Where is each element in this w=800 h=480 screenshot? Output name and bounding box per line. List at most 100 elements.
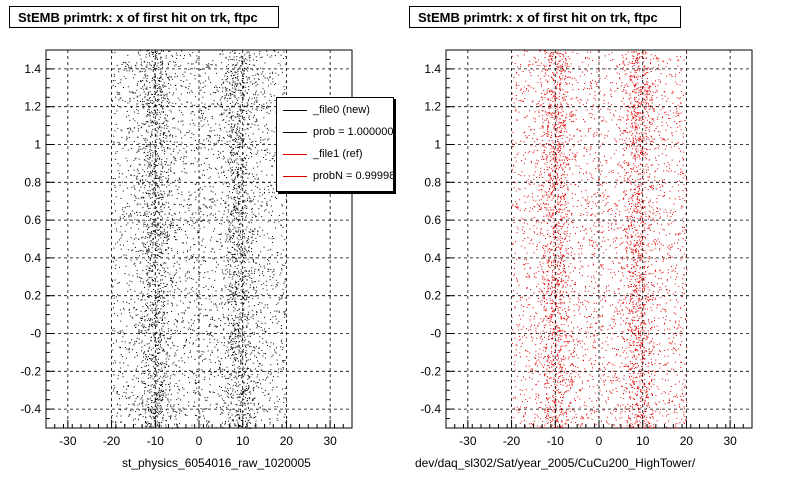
- data-point: [183, 311, 185, 313]
- data-point: [254, 417, 255, 418]
- data-point: [246, 127, 248, 129]
- data-point: [152, 222, 154, 223]
- data-point: [256, 100, 258, 102]
- data-point: [112, 281, 113, 282]
- data-point: [129, 101, 131, 103]
- data-point: [269, 160, 271, 162]
- data-point: [159, 334, 161, 336]
- data-point: [152, 238, 154, 240]
- data-point: [247, 193, 249, 195]
- data-point: [235, 249, 237, 251]
- data-point: [246, 360, 248, 362]
- data-point: [211, 317, 213, 319]
- data-point: [237, 79, 239, 81]
- data-point: [238, 135, 240, 137]
- data-point: [224, 75, 226, 77]
- data-point: [237, 146, 239, 148]
- data-point: [163, 263, 165, 265]
- data-point: [174, 374, 176, 376]
- data-point: [154, 54, 156, 56]
- data-point: [254, 97, 255, 99]
- data-point: [170, 333, 172, 335]
- data-point: [177, 128, 179, 130]
- data-point: [164, 305, 165, 307]
- data-point: [154, 234, 156, 235]
- data-point: [196, 306, 198, 308]
- data-point: [282, 288, 284, 290]
- data-point: [230, 403, 232, 405]
- data-point: [149, 173, 151, 175]
- data-point: [205, 399, 207, 401]
- data-point: [149, 52, 150, 54]
- data-point: [217, 350, 219, 352]
- data-point: [259, 336, 261, 338]
- data-point: [161, 63, 163, 65]
- data-point: [246, 399, 248, 401]
- data-point: [236, 353, 238, 355]
- data-point: [152, 417, 154, 419]
- data-point: [156, 313, 157, 315]
- data-point: [139, 250, 141, 252]
- data-point: [229, 117, 231, 119]
- data-point: [204, 185, 206, 187]
- data-point: [229, 336, 231, 338]
- data-point: [203, 92, 205, 94]
- data-point: [203, 338, 205, 340]
- data-point: [201, 125, 203, 127]
- data-point: [170, 415, 172, 417]
- data-point: [132, 249, 134, 251]
- data-point: [155, 344, 157, 346]
- data-point: [226, 89, 228, 91]
- data-point: [226, 317, 228, 319]
- data-point: [241, 328, 243, 330]
- data-point: [255, 322, 257, 324]
- data-point: [258, 255, 260, 257]
- data-point: [111, 100, 113, 102]
- data-point: [285, 198, 287, 200]
- data-point: [173, 291, 175, 293]
- data-point: [153, 412, 155, 414]
- data-point: [153, 51, 155, 53]
- data-point: [237, 100, 239, 101]
- data-point: [237, 328, 239, 330]
- data-point: [121, 233, 123, 235]
- data-point: [240, 312, 242, 314]
- data-point: [240, 216, 242, 218]
- data-point: [156, 240, 158, 242]
- data-point: [252, 362, 254, 364]
- data-point: [230, 75, 232, 76]
- data-point: [134, 200, 136, 202]
- data-point: [240, 84, 242, 86]
- data-point: [245, 110, 247, 112]
- data-point: [260, 309, 262, 311]
- data-point: [169, 50, 171, 52]
- data-point: [242, 144, 244, 146]
- data-point: [163, 380, 165, 382]
- data-point: [241, 377, 243, 379]
- data-point: [149, 426, 151, 428]
- data-point: [245, 417, 247, 419]
- data-point: [123, 76, 125, 78]
- data-point: [142, 282, 144, 284]
- data-point: [226, 141, 228, 143]
- data-point: [179, 227, 181, 229]
- data-point: [241, 115, 243, 117]
- data-point: [151, 412, 153, 414]
- data-point: [223, 316, 225, 318]
- data-point: [247, 258, 249, 260]
- data-point: [267, 293, 269, 295]
- data-point: [227, 64, 229, 66]
- data-point: [163, 334, 165, 336]
- data-point: [153, 191, 155, 193]
- data-point: [150, 218, 152, 220]
- data-point: [230, 93, 232, 94]
- data-point: [128, 70, 130, 72]
- data-point: [214, 92, 216, 94]
- data-point: [232, 260, 234, 262]
- data-point: [245, 269, 247, 271]
- data-point: [120, 367, 122, 369]
- data-point: [162, 196, 164, 198]
- data-point: [234, 125, 236, 127]
- data-point: [161, 318, 163, 320]
- data-point: [276, 322, 278, 324]
